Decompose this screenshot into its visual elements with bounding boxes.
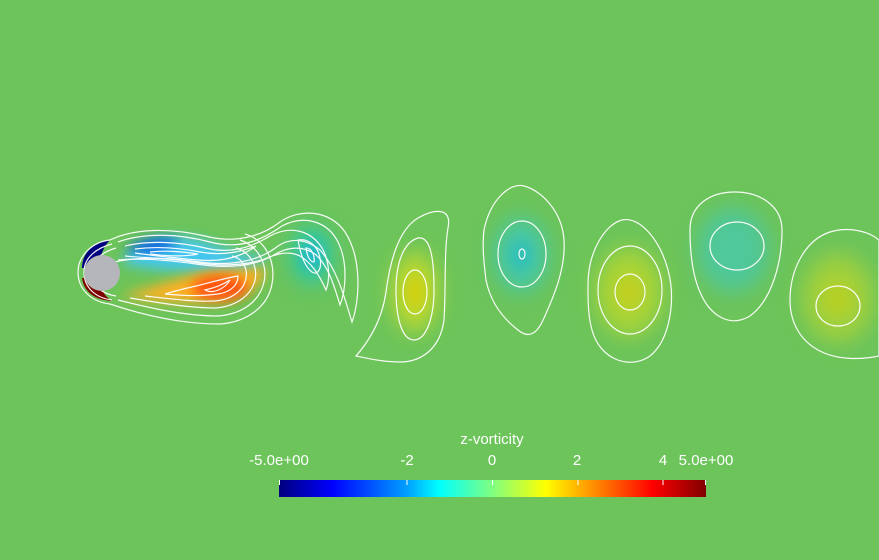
colorbar-tick-label: 4 — [658, 452, 668, 469]
colorbar — [279, 480, 706, 497]
colorbar-ticks — [279, 480, 706, 485]
vorticity-contours — [77, 184, 879, 363]
colorbar-tick-label: 2 — [572, 452, 582, 469]
colorbar-min-label: -5.0e+00 — [249, 452, 309, 469]
vorticity-color-field — [120, 208, 874, 342]
colorbar-gradient — [279, 480, 706, 497]
cylinder — [84, 255, 120, 291]
colorbar-max-label: 5.0e+00 — [678, 452, 734, 469]
colorbar-tick-label: 0 — [487, 452, 497, 469]
colorbar-title: z-vorticity — [460, 431, 524, 448]
colorbar-tick-label: -2 — [400, 452, 414, 469]
